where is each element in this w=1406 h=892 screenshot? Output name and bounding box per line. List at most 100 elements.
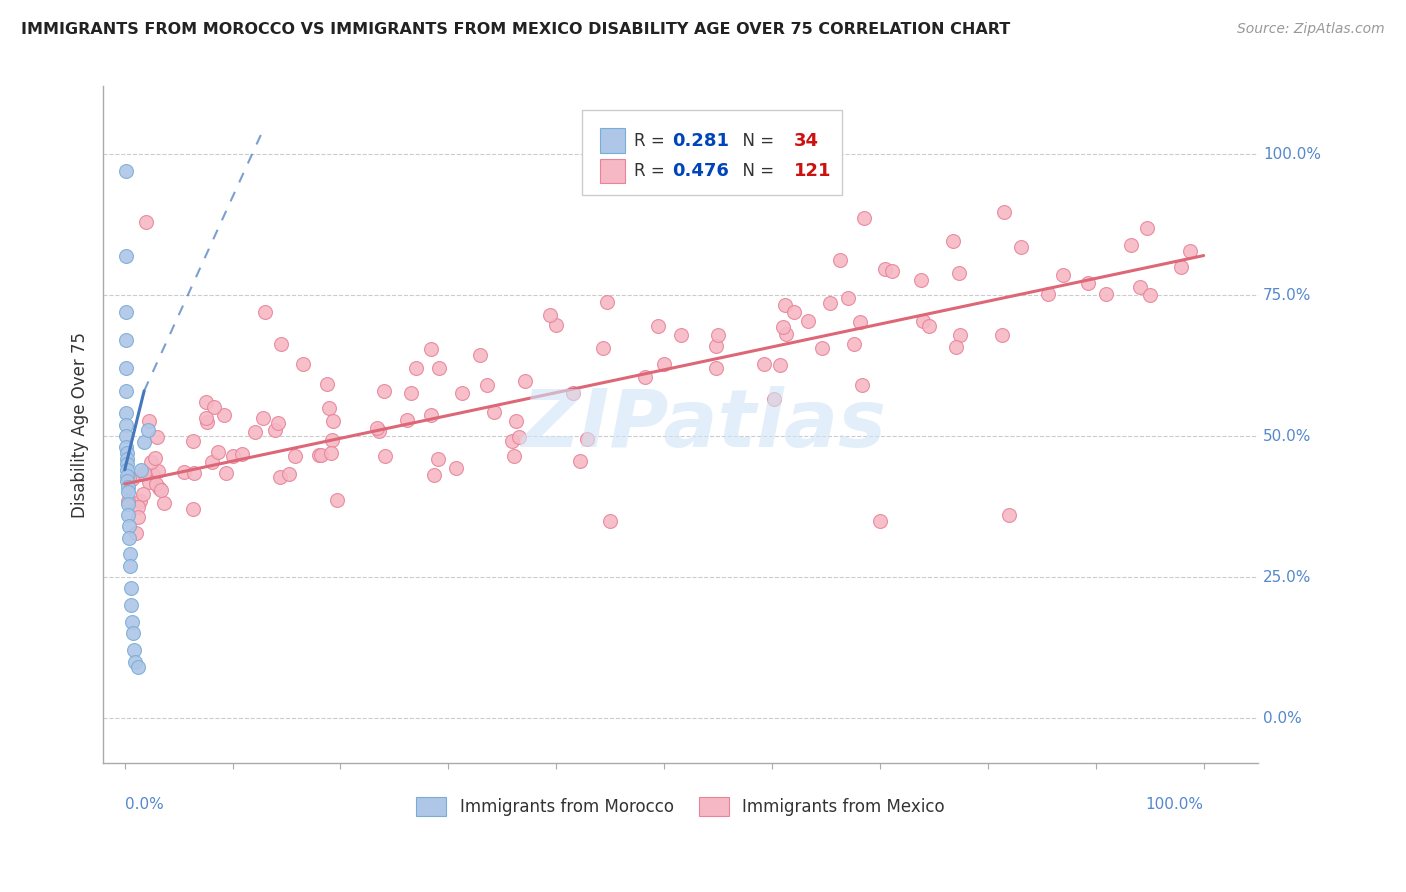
Point <box>181 502 204 516</box>
Point <box>704 339 727 353</box>
Point <box>945 340 967 354</box>
Point <box>114 305 136 319</box>
Point <box>115 457 138 471</box>
Point <box>763 392 786 406</box>
Point <box>368 424 391 438</box>
Point <box>775 327 797 342</box>
Point <box>1136 221 1159 235</box>
Text: 50.0%: 50.0% <box>1263 428 1312 443</box>
Point <box>252 411 274 425</box>
Text: R =: R = <box>634 131 671 150</box>
Point <box>1121 238 1143 252</box>
FancyBboxPatch shape <box>582 110 842 194</box>
Point <box>1010 240 1032 254</box>
Point <box>420 342 443 356</box>
Point <box>291 357 314 371</box>
Point <box>120 598 142 612</box>
Point <box>146 464 169 478</box>
Point <box>118 470 141 484</box>
Point <box>315 376 337 391</box>
Point <box>148 481 170 495</box>
Point <box>501 434 523 448</box>
Point <box>120 548 142 562</box>
Point <box>138 423 160 437</box>
Point <box>647 319 669 334</box>
Point <box>173 465 195 479</box>
Point <box>202 400 225 414</box>
Point <box>842 337 865 351</box>
Point <box>538 308 561 322</box>
Point <box>114 248 136 262</box>
Point <box>1038 286 1060 301</box>
Point <box>120 558 142 573</box>
Point <box>419 408 441 422</box>
Point <box>772 319 794 334</box>
Point <box>911 314 934 328</box>
Point <box>114 407 136 421</box>
Point <box>704 361 727 376</box>
Point <box>253 305 276 319</box>
Point <box>139 455 162 469</box>
Point <box>145 450 167 465</box>
Point <box>266 416 288 430</box>
Point <box>183 466 205 480</box>
Point <box>326 493 349 508</box>
Legend: Immigrants from Morocco, Immigrants from Mexico: Immigrants from Morocco, Immigrants from… <box>409 790 952 822</box>
Point <box>212 409 235 423</box>
Point <box>134 434 156 449</box>
Point <box>818 296 841 310</box>
Point <box>475 377 498 392</box>
Point <box>910 273 932 287</box>
Point <box>201 455 224 469</box>
Point <box>318 401 340 416</box>
Point <box>853 211 876 225</box>
Point <box>115 474 138 488</box>
Point <box>949 328 972 343</box>
Point <box>131 486 153 500</box>
Point <box>576 433 599 447</box>
Point <box>128 493 150 508</box>
Point <box>214 466 236 480</box>
Text: 75.0%: 75.0% <box>1263 287 1312 302</box>
Point <box>470 349 492 363</box>
Point <box>671 327 693 342</box>
Point <box>146 430 169 444</box>
Point <box>117 480 139 494</box>
Text: IMMIGRANTS FROM MOROCCO VS IMMIGRANTS FROM MEXICO DISABILITY AGE OVER 75 CORRELA: IMMIGRANTS FROM MOROCCO VS IMMIGRANTS FR… <box>21 22 1011 37</box>
Point <box>145 477 167 491</box>
Point <box>308 448 330 462</box>
Point <box>245 425 267 439</box>
Point <box>1095 287 1118 301</box>
Point <box>595 294 617 309</box>
Point <box>129 463 152 477</box>
Point <box>427 361 450 376</box>
Point <box>873 262 896 277</box>
Point <box>195 411 218 425</box>
Bar <box>599 159 624 183</box>
Text: R =: R = <box>634 162 671 180</box>
Point <box>127 660 149 674</box>
Text: ZIPatlas: ZIPatlas <box>522 385 886 464</box>
Text: N =: N = <box>733 162 780 180</box>
Point <box>195 395 218 409</box>
Point <box>998 508 1021 522</box>
Point <box>138 475 160 489</box>
Point <box>396 413 419 427</box>
Point <box>427 451 450 466</box>
Point <box>837 292 859 306</box>
Point <box>707 327 730 342</box>
Point <box>135 215 157 229</box>
Point <box>127 500 149 515</box>
Point <box>941 234 963 248</box>
Point <box>634 370 657 384</box>
Point <box>1178 244 1201 259</box>
Point <box>269 469 291 483</box>
Point <box>422 467 444 482</box>
Point <box>138 414 160 428</box>
Point <box>569 454 592 468</box>
Point <box>993 205 1015 219</box>
Point <box>181 434 204 448</box>
Text: 100.0%: 100.0% <box>1263 146 1322 161</box>
Point <box>115 446 138 460</box>
Point <box>592 341 614 355</box>
